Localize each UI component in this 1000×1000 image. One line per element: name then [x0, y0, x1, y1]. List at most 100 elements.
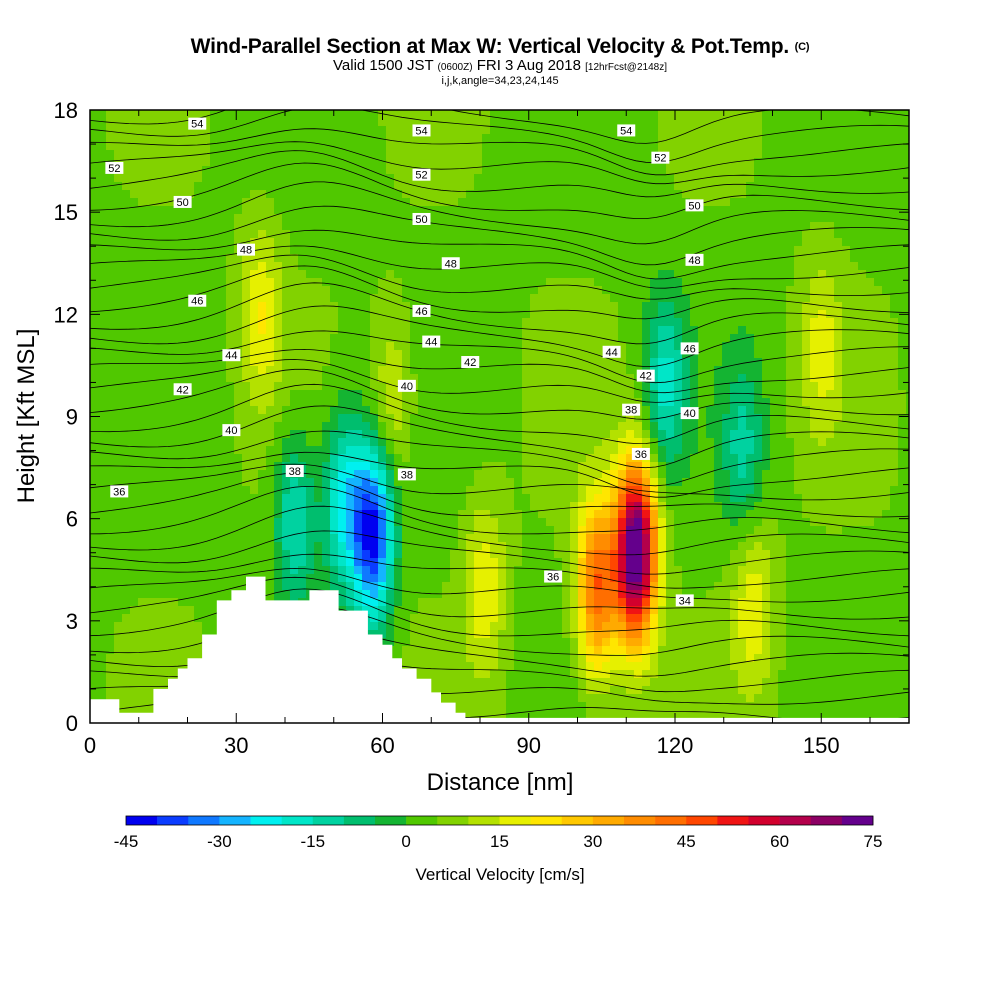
velocity-cell — [538, 422, 547, 431]
velocity-cell — [354, 182, 363, 191]
velocity-cell — [482, 198, 491, 207]
velocity-cell — [274, 358, 283, 367]
velocity-cell — [482, 654, 491, 663]
velocity-cell — [562, 110, 571, 119]
velocity-cell — [490, 606, 499, 615]
velocity-cell — [538, 542, 547, 551]
velocity-cell — [106, 478, 115, 487]
velocity-cell — [410, 198, 419, 207]
velocity-cell — [586, 462, 595, 471]
velocity-cell — [458, 262, 467, 271]
velocity-cell — [522, 678, 531, 687]
velocity-cell — [402, 574, 411, 583]
velocity-cell — [546, 542, 555, 551]
velocity-cell — [90, 262, 99, 271]
velocity-cell — [186, 174, 195, 183]
velocity-cell — [362, 446, 371, 455]
velocity-cell — [234, 254, 243, 263]
velocity-cell — [498, 566, 507, 575]
velocity-cell — [354, 438, 363, 447]
velocity-cell — [114, 238, 123, 247]
velocity-cell — [466, 142, 475, 151]
velocity-cell — [450, 550, 459, 559]
velocity-cell — [130, 598, 139, 607]
velocity-cell — [482, 614, 491, 623]
velocity-cell — [218, 342, 227, 351]
velocity-cell — [570, 262, 579, 271]
velocity-cell — [162, 302, 171, 311]
velocity-cell — [506, 318, 515, 327]
velocity-cell — [530, 478, 539, 487]
velocity-cell — [554, 710, 563, 719]
velocity-cell — [386, 494, 395, 503]
velocity-cell — [410, 582, 419, 591]
velocity-cell — [578, 374, 587, 383]
velocity-cell — [546, 142, 555, 151]
velocity-cell — [546, 614, 555, 623]
velocity-cell — [410, 438, 419, 447]
velocity-cell — [274, 446, 283, 455]
velocity-cell — [330, 494, 339, 503]
velocity-cell — [546, 134, 555, 143]
velocity-cell — [130, 110, 139, 119]
velocity-cell — [370, 542, 379, 551]
velocity-cell — [522, 662, 531, 671]
velocity-cell — [362, 406, 371, 415]
velocity-cell — [474, 462, 483, 471]
velocity-cell — [466, 198, 475, 207]
velocity-cell — [514, 606, 523, 615]
velocity-cell — [170, 574, 179, 583]
velocity-cell — [562, 198, 571, 207]
velocity-cell — [434, 478, 443, 487]
velocity-cell — [122, 550, 131, 559]
velocity-cell — [482, 518, 491, 527]
velocity-cell — [546, 654, 555, 663]
velocity-cell — [546, 710, 555, 719]
velocity-cell — [322, 206, 331, 215]
velocity-cell — [570, 614, 579, 623]
velocity-cell — [482, 494, 491, 503]
velocity-cell — [554, 310, 563, 319]
velocity-cell — [114, 470, 123, 479]
velocity-cell — [194, 350, 203, 359]
velocity-cell — [570, 366, 579, 375]
velocity-cell — [370, 598, 379, 607]
velocity-cell — [242, 502, 251, 511]
velocity-cell — [154, 126, 163, 135]
velocity-cell — [314, 310, 323, 319]
velocity-cell — [282, 158, 291, 167]
velocity-cell — [298, 558, 307, 567]
velocity-cell — [570, 166, 579, 175]
velocity-cell — [450, 566, 459, 575]
velocity-cell — [138, 350, 147, 359]
velocity-cell — [410, 510, 419, 519]
velocity-cell — [170, 230, 179, 239]
velocity-cell — [194, 614, 203, 623]
velocity-cell — [234, 470, 243, 479]
velocity-cell — [506, 198, 515, 207]
velocity-cell — [138, 534, 147, 543]
velocity-cell — [250, 222, 259, 231]
velocity-cell — [546, 494, 555, 503]
velocity-cell — [538, 222, 547, 231]
velocity-cell — [570, 646, 579, 655]
velocity-cell — [138, 662, 147, 671]
velocity-cell — [594, 582, 603, 591]
velocity-cell — [466, 582, 475, 591]
velocity-cell — [562, 710, 571, 719]
velocity-cell — [402, 582, 411, 591]
velocity-cell — [154, 206, 163, 215]
velocity-cell — [386, 638, 395, 647]
velocity-cell — [418, 110, 427, 119]
velocity-cell — [514, 286, 523, 295]
velocity-cell — [378, 246, 387, 255]
velocity-cell — [106, 326, 115, 335]
velocity-cell — [490, 406, 499, 415]
velocity-cell — [378, 302, 387, 311]
velocity-cell — [378, 422, 387, 431]
velocity-cell — [570, 190, 579, 199]
velocity-cell — [426, 254, 435, 263]
velocity-cell — [402, 198, 411, 207]
velocity-cell — [98, 510, 107, 519]
velocity-cell — [378, 198, 387, 207]
